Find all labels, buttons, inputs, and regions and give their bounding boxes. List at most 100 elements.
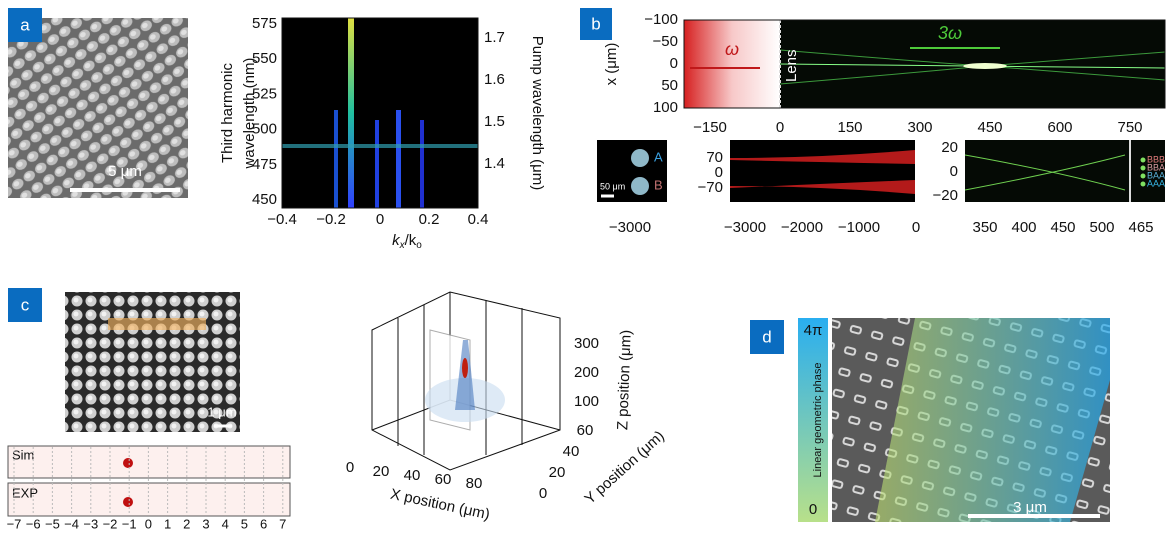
x-tick-label: 7 <box>279 516 286 531</box>
intensity-spot <box>123 458 133 468</box>
x-tick-label: 2 <box>183 516 190 531</box>
x-tick-label: 350 <box>972 219 997 236</box>
x-tick-label: 4 <box>222 516 229 531</box>
y-tick-label: 100 <box>653 99 678 116</box>
x-tick-label: −0.2 <box>316 211 346 228</box>
spot-label: A <box>654 149 663 164</box>
y-tick-label: 475 <box>252 156 277 173</box>
x-tick-label: −1000 <box>838 219 880 236</box>
z-axis-label: Z position (μm) <box>614 330 634 431</box>
annotation: ω <box>725 39 739 59</box>
x-tick-label: 0 <box>376 211 384 228</box>
x-tick-label: 20 <box>373 463 390 480</box>
y2-tick-label: 1.7 <box>484 29 505 46</box>
x-tick-label: −2000 <box>781 219 823 236</box>
x-tick-label: 0.4 <box>468 211 489 228</box>
scale-bar-label: 5 μm <box>108 163 142 180</box>
y-tick-label: 40 <box>563 443 580 460</box>
spectrum-image <box>282 18 478 208</box>
focus-image <box>965 140 1165 202</box>
colorbar-label: 4π <box>804 322 823 339</box>
x-tick-label: 5 <box>241 516 248 531</box>
y-tick-label: 575 <box>252 15 277 32</box>
annotation: 3ω <box>938 23 962 43</box>
x-tick-label: 300 <box>907 119 932 136</box>
x-tick-label: 60 <box>435 471 452 488</box>
focus-spot <box>963 63 1007 69</box>
y-tick-label: 20 <box>941 139 958 156</box>
x-tick-label: −6 <box>26 516 41 531</box>
y-tick-label: 0 <box>539 485 547 502</box>
beams-image <box>730 140 915 202</box>
y2-tick-label: 1.4 <box>484 155 505 172</box>
y-tick-label: 550 <box>252 50 277 67</box>
x-tick-label: 40 <box>404 467 421 484</box>
spot <box>631 177 649 195</box>
legend-marker <box>1141 166 1146 171</box>
x-tick-label: 80 <box>466 475 483 492</box>
y2-axis-label: Pump wavelength (μm) <box>529 36 546 191</box>
pump-region <box>684 20 780 108</box>
x-tick-label: −5 <box>45 516 60 531</box>
x-tick-label: 0 <box>145 516 152 531</box>
y2-tick-label: 1.5 <box>484 113 505 130</box>
legend-marker <box>1141 182 1146 187</box>
x-tick-label: 400 <box>1011 219 1036 236</box>
colorbar-title: Linear geometric phase <box>812 363 824 478</box>
y-tick-label: 60 <box>577 422 594 439</box>
x-tick-label: 0.2 <box>419 211 440 228</box>
x-tick-label: −4 <box>64 516 79 531</box>
scale-bar-label: 1 μm <box>207 404 236 419</box>
x-tick-label: −1 <box>122 516 137 531</box>
y2-tick-label: 1.6 <box>484 71 505 88</box>
strip-label: Sim <box>12 447 34 462</box>
x-tick-label: 0 <box>776 119 784 136</box>
panel-label: d <box>762 327 771 346</box>
figure: a 5 μm Third harmonic wavelength (nm) Pu… <box>0 0 1176 536</box>
x-tick-label: −7 <box>7 516 22 531</box>
x-tick-label: −150 <box>693 119 727 136</box>
z-tick-label: 200 <box>574 364 599 381</box>
spot <box>631 149 649 167</box>
x-tick-label: −3 <box>83 516 98 531</box>
x-tick-label: 150 <box>837 119 862 136</box>
z-tick-label: 300 <box>574 335 599 352</box>
highlight-row <box>108 318 206 330</box>
y-tick-label: −100 <box>644 11 678 28</box>
y-tick-label: 500 <box>252 121 277 138</box>
y-tick-label: −20 <box>933 187 958 204</box>
x-tick-label: 450 <box>977 119 1002 136</box>
x-tick-label: 750 <box>1117 119 1142 136</box>
spot-label: B <box>654 177 663 192</box>
legend-label: AAA <box>1147 178 1165 188</box>
panel-label: c <box>21 295 30 314</box>
y-tick-label: 20 <box>549 464 566 481</box>
sim-strip <box>8 446 290 478</box>
hot-spot <box>462 358 468 378</box>
strip-label: EXP <box>12 485 38 500</box>
x-tick-label: 6 <box>260 516 267 531</box>
y-axis-label: x (μm) <box>603 43 620 86</box>
x-tick-label: 600 <box>1047 119 1072 136</box>
legend-marker <box>1141 174 1146 179</box>
x-tick-label: 465 <box>1128 219 1153 236</box>
y-tick-label: 525 <box>252 85 277 102</box>
x-tick-label: −3000 <box>609 219 651 236</box>
y-axis-label: Y position (μm) <box>581 428 667 508</box>
x-tick-label: 1 <box>164 516 171 531</box>
y-tick-label: −50 <box>653 33 678 50</box>
colorbar-label: 0 <box>809 501 817 518</box>
y-tick-label: −70 <box>698 179 723 196</box>
x-tick-label: 500 <box>1089 219 1114 236</box>
sem-image <box>8 18 188 198</box>
y-tick-label: 0 <box>950 163 958 180</box>
panel-label: b <box>591 14 600 33</box>
x-tick-label: −0.4 <box>267 211 297 228</box>
panel-label: a <box>20 15 30 34</box>
exp-strip <box>8 483 290 516</box>
x-tick-label: −2 <box>103 516 118 531</box>
y-tick-label: 0 <box>670 55 678 72</box>
scale-bar-label: 3 μm <box>1013 499 1047 516</box>
y-axis-label: Third harmonic <box>219 62 236 163</box>
y-tick-label: 50 <box>661 77 678 94</box>
